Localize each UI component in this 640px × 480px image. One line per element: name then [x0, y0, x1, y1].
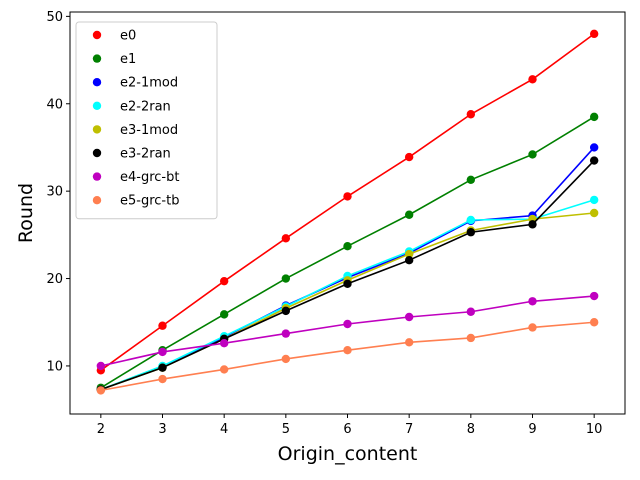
x-tick-label: 8 [467, 422, 475, 437]
data-point-e3-2ran [466, 228, 476, 237]
legend-label: e2-2ran [120, 99, 171, 114]
x-tick-label: 9 [528, 422, 536, 437]
data-point-e3-2ran [158, 363, 167, 372]
legend-item-e4-grc-bt: e4-grc-bt [92, 170, 179, 185]
data-point-e5-grc-tb [158, 374, 167, 384]
x-tick-label: 2 [97, 422, 105, 437]
data-point-e4-grc-bt [343, 319, 352, 329]
data-point-e3-2ran [528, 220, 537, 229]
data-point-e3-2ran [281, 306, 291, 316]
data-point-e4-grc-bt [96, 361, 106, 371]
data-point-e4-grc-bt [281, 329, 291, 338]
legend-item-e5-grc-tb: e5-grc-tb [92, 194, 179, 209]
legend-label: e2-1mod [120, 76, 178, 91]
y-tick-label: 20 [46, 272, 63, 287]
y-axis-title: Round [15, 183, 37, 243]
data-point-e5-grc-tb [96, 386, 106, 395]
data-point-e4-grc-bt [219, 339, 229, 348]
y-tick-label: 30 [46, 185, 63, 200]
x-tick-label: 5 [282, 422, 290, 437]
x-tick-label: 3 [158, 422, 166, 437]
data-point-e4-grc-bt [589, 291, 599, 301]
y-tick-label: 10 [46, 359, 63, 374]
series-e4-grc-bt [96, 291, 599, 371]
legend: e0 e1 e2-1mod e2-2ran e3-1mod e3-2ran e4-grc-b… [75, 21, 218, 220]
legend-label: e5-grc-tb [120, 194, 179, 209]
axes-layer: 2 3 4 5 6 7 8 9 10 10 20 30 40 50 [46, 10, 626, 437]
data-point-e4-grc-bt [158, 347, 167, 357]
data-point-e5-grc-tb [281, 354, 291, 364]
legend-item-e2-1mod: e2-1mod [92, 76, 178, 91]
legend-item-e3-1mod: e3-1mod [92, 123, 178, 138]
legend-box [75, 21, 218, 220]
data-point-e3-1mod [589, 208, 599, 218]
legend-label: e4-grc-bt [120, 170, 179, 185]
x-tick-label: 6 [343, 422, 351, 437]
legend-label: e1 [120, 52, 136, 67]
y-tick-label: 50 [46, 10, 63, 25]
data-point-e1 [219, 310, 229, 319]
data-point-e0 [466, 110, 476, 119]
data-point-e0 [528, 75, 537, 84]
legend-item-e1: e1 [92, 52, 136, 67]
data-point-e0 [158, 321, 167, 330]
legend-item-e3-2ran: e3-2ran [92, 147, 171, 162]
data-point-e5-grc-tb [466, 333, 476, 343]
data-point-e2-2ran [466, 215, 476, 225]
data-point-e2-2ran [589, 195, 599, 205]
data-point-e0 [281, 234, 291, 243]
legend-label: e3-1mod [120, 123, 178, 138]
legend-marker [92, 125, 102, 134]
data-point-e3-2ran [404, 255, 414, 265]
data-point-e1 [528, 150, 537, 159]
data-point-e3-2ran [343, 279, 352, 288]
legend-marker [92, 196, 102, 205]
data-point-e3-1mod [404, 249, 414, 259]
legend-marker [92, 30, 102, 40]
data-point-e5-grc-tb [219, 365, 229, 374]
data-point-e2-1mod [589, 143, 599, 152]
data-point-e1 [589, 112, 599, 122]
x-axis-title: Origin_content [278, 443, 418, 465]
legend-marker [92, 101, 102, 111]
data-point-e4-grc-bt [404, 312, 414, 322]
data-point-e5-grc-tb [528, 323, 537, 332]
data-point-e0 [404, 152, 414, 162]
data-point-e5-grc-tb [589, 318, 599, 327]
legend-marker [92, 172, 102, 181]
data-point-e1 [343, 242, 352, 251]
data-point-e0 [343, 192, 352, 201]
legend-label: e3-2ran [120, 147, 171, 162]
series-e5-grc-tb [96, 318, 599, 395]
legend-marker [92, 78, 102, 87]
legend-item-e0: e0 [92, 29, 136, 44]
legend-label: e0 [120, 29, 136, 44]
data-point-e1 [466, 175, 476, 184]
data-point-e4-grc-bt [528, 297, 537, 306]
data-point-e4-grc-bt [466, 307, 476, 316]
y-tick-label: 40 [46, 97, 63, 112]
legend-marker [92, 54, 102, 63]
data-point-e5-grc-tb [343, 346, 352, 355]
data-point-e1 [281, 274, 291, 283]
data-point-e5-grc-tb [404, 338, 414, 347]
x-tick-label: 4 [220, 422, 228, 437]
data-point-e3-2ran [589, 156, 599, 165]
data-point-e0 [589, 29, 599, 39]
x-tick-label: 10 [586, 422, 603, 437]
legend-item-e2-2ran: e2-2ran [92, 99, 171, 114]
data-point-e0 [219, 276, 229, 286]
series-e0 [96, 29, 599, 375]
x-tick-label: 7 [405, 422, 413, 437]
series-layer [96, 29, 599, 395]
legend-marker [92, 148, 102, 158]
data-point-e1 [404, 210, 414, 219]
